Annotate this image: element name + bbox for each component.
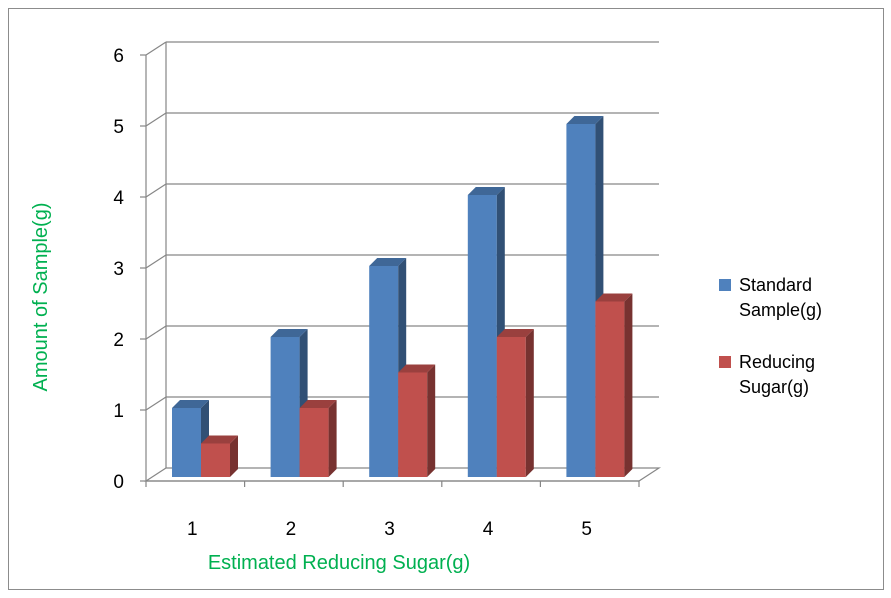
bar-side: [230, 435, 238, 477]
bar-side: [328, 400, 337, 477]
y-tick-label: 4: [113, 188, 124, 209]
legend-swatch: [719, 279, 731, 291]
gridline-diagonal: [145, 112, 167, 127]
bar-front: [270, 337, 300, 477]
x-tick-labels: 1 2 3 4 5: [187, 519, 592, 540]
bar-top: [496, 329, 534, 337]
legend-label-line: Sugar(g): [739, 377, 809, 397]
x-tick-label: 3: [384, 519, 395, 540]
bar-front: [299, 408, 329, 477]
chart-frame: 0 1 2 3 4 5 6 1 2 3 4 5 Amount of Sample(g) Estima…: [8, 8, 884, 590]
y-tick-label: 0: [113, 472, 124, 493]
gridline-diagonal: [145, 396, 167, 411]
bar-front: [172, 408, 201, 477]
bars: [172, 116, 633, 477]
bar-front: [595, 301, 625, 477]
bar-front: [467, 195, 497, 477]
bar: [201, 435, 238, 477]
bar-side: [525, 329, 534, 477]
bar-front: [496, 337, 526, 477]
x-axis-title: Estimated Reducing Sugar(g): [208, 552, 470, 574]
bar-top: [467, 187, 505, 195]
legend-label: Reducing Sugar(g): [739, 352, 815, 397]
y-axis-title: Amount of Sample(g): [30, 203, 52, 392]
x-tick-label: 5: [581, 519, 592, 540]
legend-label-line: Reducing: [739, 352, 815, 372]
y-tick-labels: 0 1 2 3 4 5 6: [113, 46, 124, 493]
legend-label: Standard Sample(g): [739, 275, 822, 320]
bar-front: [369, 266, 399, 477]
legend-label-line: Sample(g): [739, 300, 822, 320]
bar: [595, 293, 633, 477]
bar-front: [398, 372, 428, 477]
gridlines: [145, 41, 659, 411]
x-tick-label: 1: [187, 519, 198, 540]
bar-side: [427, 364, 436, 477]
y-tick-label: 6: [113, 46, 124, 67]
gridline-diagonal: [145, 254, 167, 269]
bar-front: [566, 124, 596, 477]
y-tick-label: 5: [113, 117, 124, 138]
bar-top: [270, 329, 308, 337]
bar: [398, 364, 436, 477]
x-tick-label: 4: [483, 519, 494, 540]
bar: [566, 116, 604, 477]
bar-top: [369, 258, 407, 266]
gridline-diagonal: [145, 325, 167, 340]
bar-top: [566, 116, 604, 124]
bar: [496, 329, 534, 477]
legend-label-line: Standard: [739, 275, 812, 295]
bar-top: [398, 364, 436, 373]
bar-chart: 0 1 2 3 4 5 6 1 2 3 4 5 Amount of Sample(g) Estima…: [30, 41, 822, 574]
bar-front: [201, 443, 230, 477]
gridline-diagonal: [145, 41, 167, 56]
gridline-diagonal: [145, 183, 167, 198]
bar-top: [299, 400, 337, 408]
y-tick-label: 3: [113, 259, 124, 280]
x-tick-label: 2: [286, 519, 297, 540]
legend: Standard Sample(g) Reducing Sugar(g): [719, 275, 822, 397]
bar-side: [624, 293, 633, 477]
y-tick-label: 2: [113, 330, 124, 351]
axes: [140, 42, 640, 487]
bar-top: [201, 435, 238, 444]
bar-top: [595, 293, 633, 302]
bar: [299, 400, 337, 477]
bar: [270, 329, 308, 477]
y-tick-label: 1: [113, 401, 124, 422]
legend-swatch: [719, 356, 731, 368]
bar-top: [172, 400, 209, 408]
